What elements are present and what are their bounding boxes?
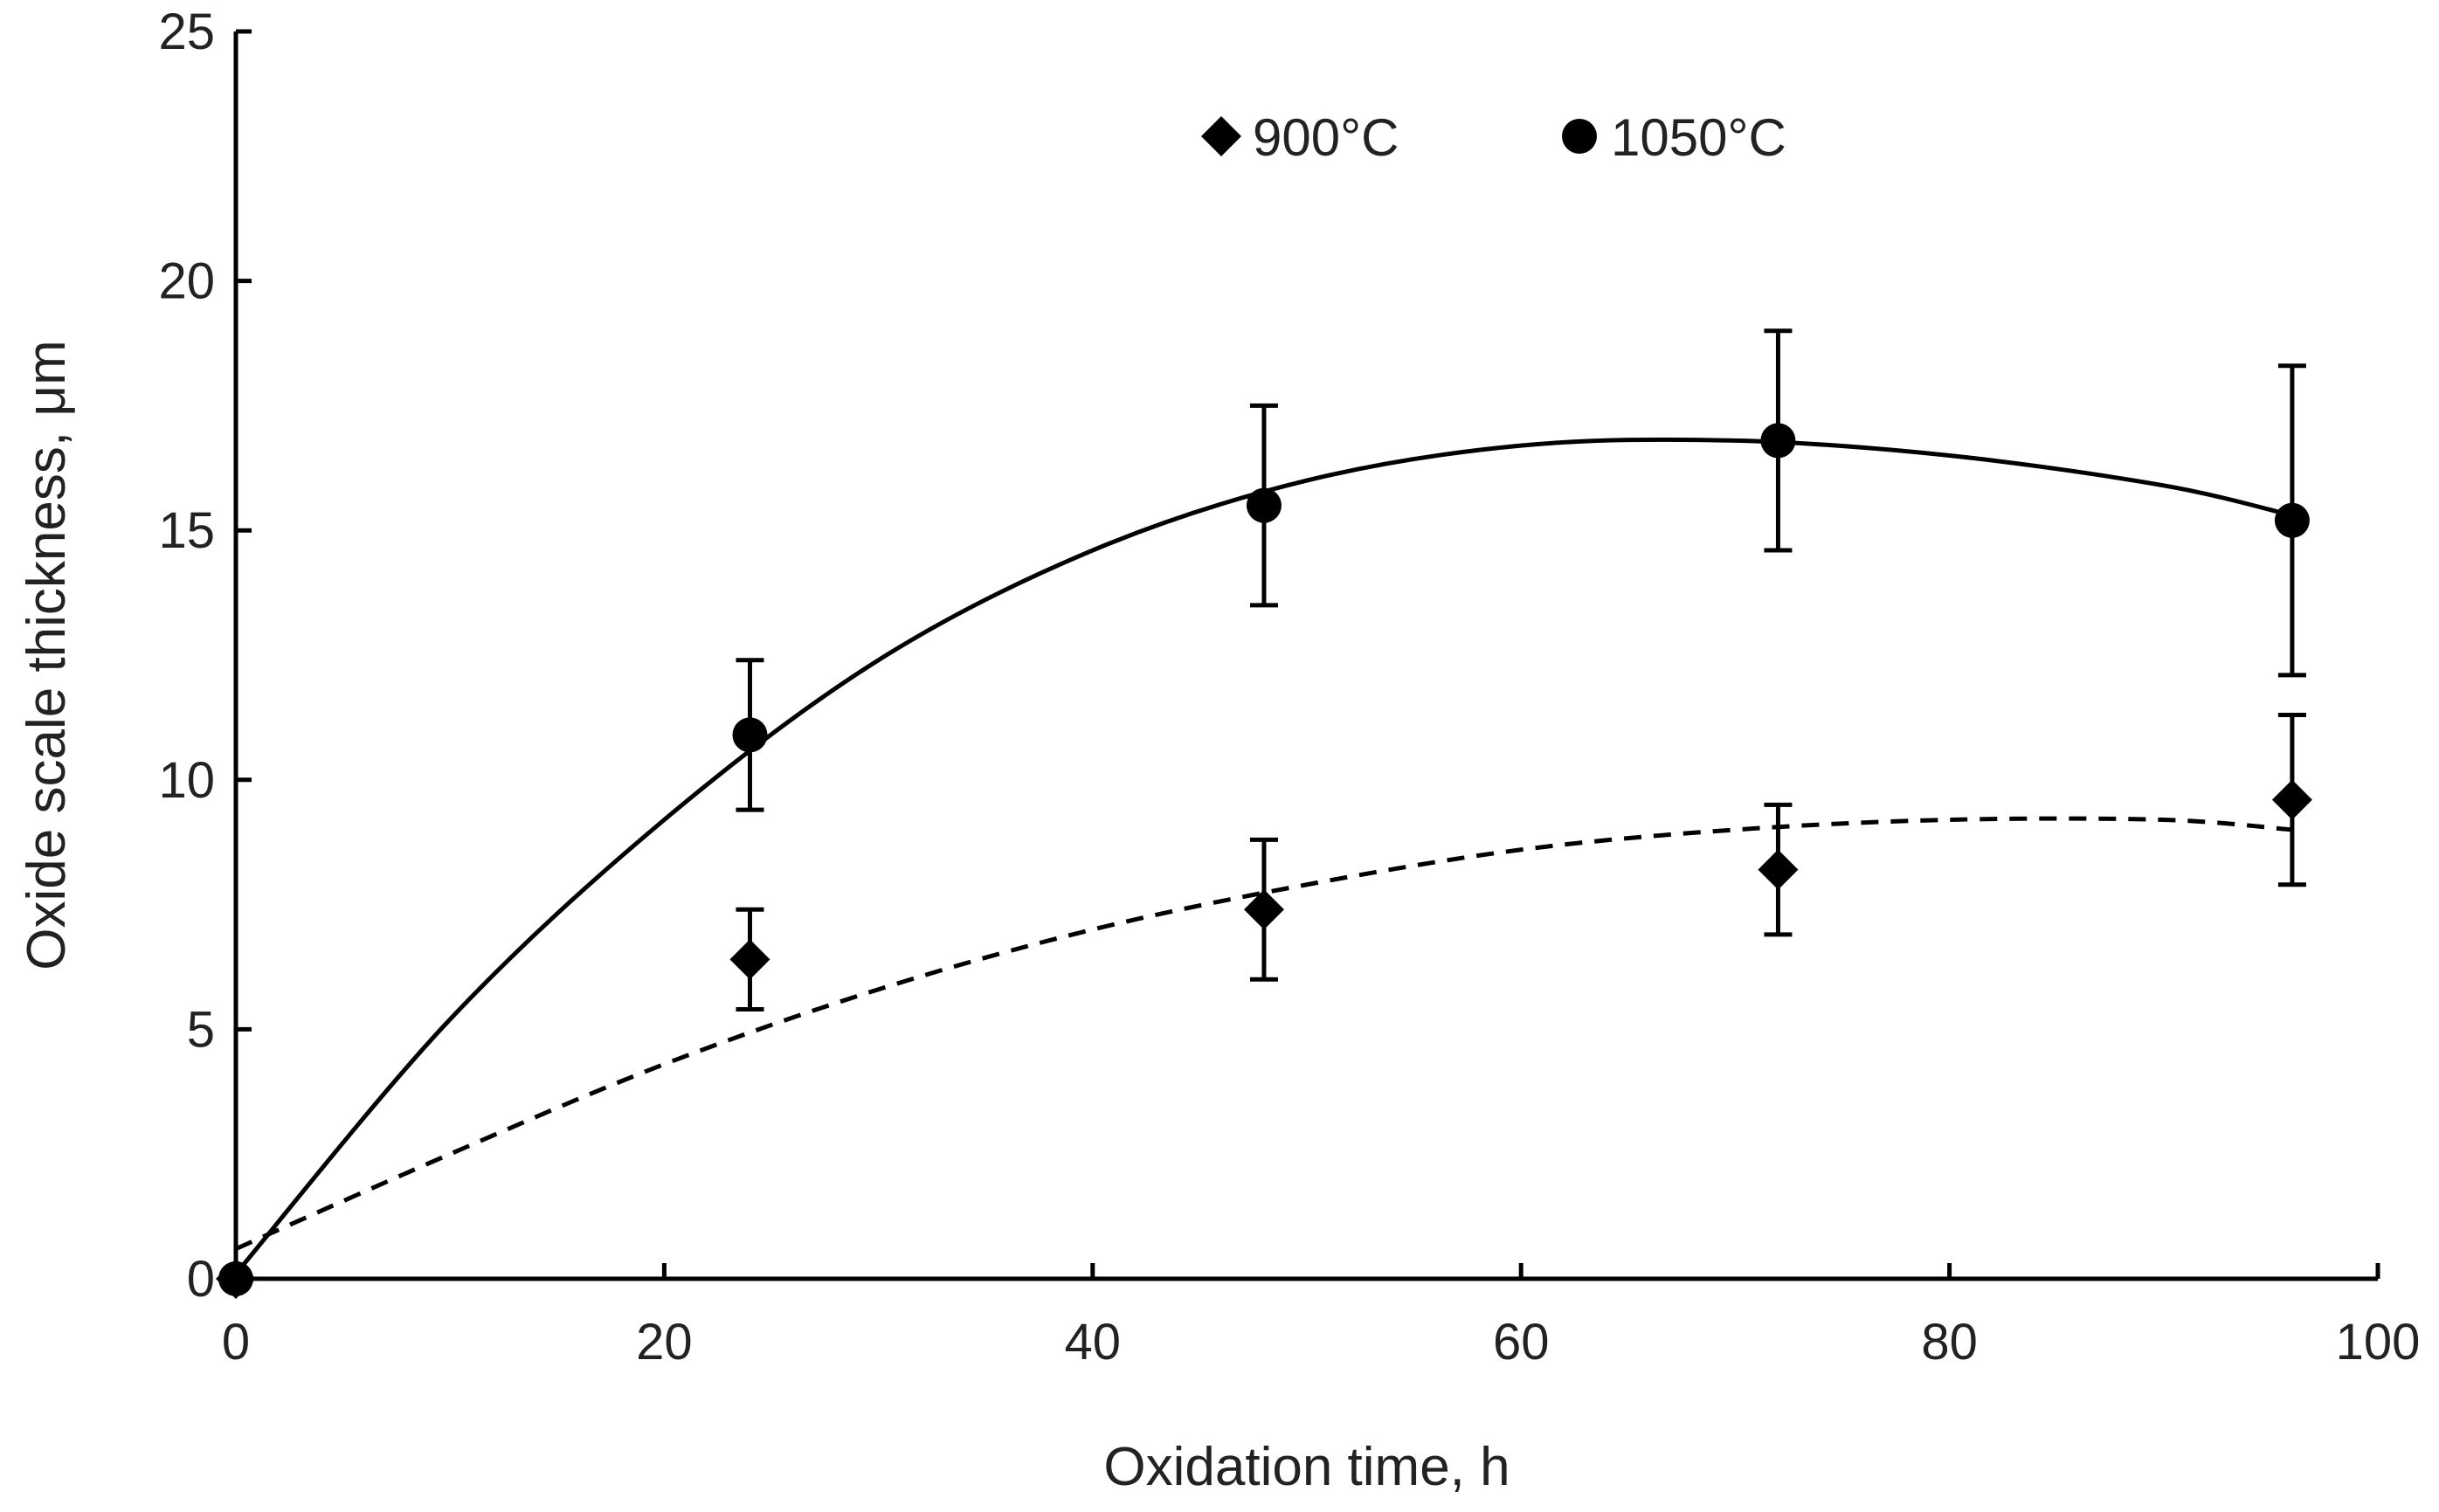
circle-marker [1760,423,1796,459]
y-tick-label: 15 [158,502,215,559]
y-tick-label: 10 [158,752,215,809]
data-markers [216,423,2312,1299]
legend-label: 900°C [1253,108,1399,167]
y-tick-label: 0 [187,1251,215,1308]
fit-lines [234,437,2293,1275]
axis-ticks: 0 20 40 60 80 100 0 5 10 15 20 25 [158,3,2420,1370]
y-axis-title: Oxide scale thickness, μm [17,340,77,970]
legend-label: 1050°C [1611,108,1786,167]
x-tick-label: 80 [1921,1314,1978,1370]
circle-marker [1246,487,1282,523]
y-tick-label: 5 [187,1001,215,1058]
legend-diamond-marker [1201,116,1241,156]
diamond-marker [1243,889,1284,930]
fit-line-series-1 [234,816,2293,1252]
axes [233,31,2378,1281]
error-bars [736,328,2306,1012]
x-tick-label: 40 [1065,1314,1122,1370]
fit-line-series-2 [234,437,2293,1275]
y-tick-label: 20 [158,253,215,310]
x-tick-label: 0 [222,1314,250,1370]
y-tick-label: 25 [158,3,215,60]
x-tick-label: 20 [636,1314,693,1370]
diamond-marker [2271,779,2312,820]
legend-circle-marker [1562,119,1597,154]
diamond-marker [729,939,770,980]
x-tick-label: 60 [1493,1314,1550,1370]
x-axis-title: Oxidation time, h [1103,1437,1510,1497]
circle-marker [2274,502,2310,538]
legend-item: 1050°C [1562,108,1786,167]
diamond-marker [1758,849,1799,890]
legend: 900°C 1050°C [1201,108,1786,167]
circle-marker [732,717,768,753]
legend-item: 900°C [1201,108,1399,167]
x-tick-label: 100 [2336,1314,2421,1370]
